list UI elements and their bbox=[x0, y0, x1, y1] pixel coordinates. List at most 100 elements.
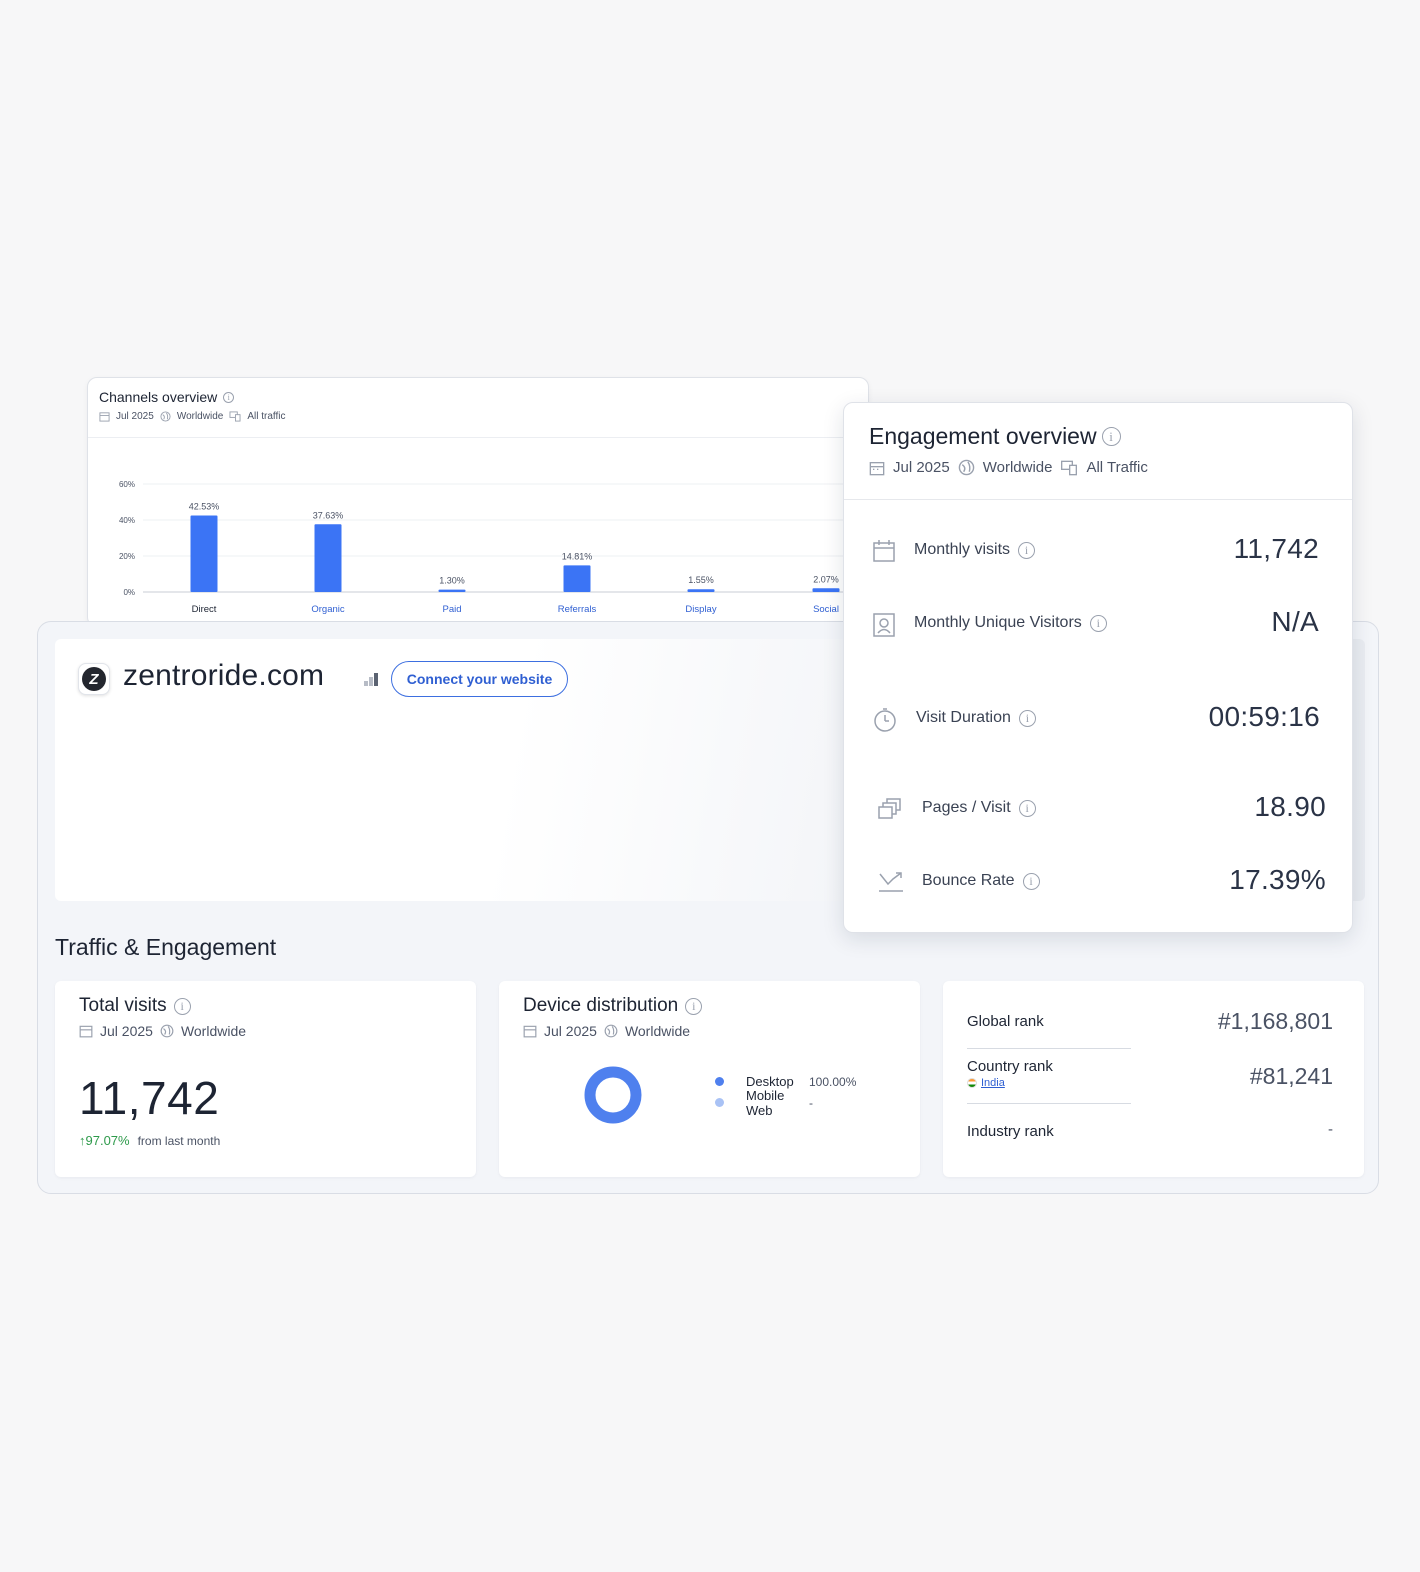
device-date: Jul 2025 bbox=[544, 1023, 597, 1039]
total-visits-title-row: Total visits i bbox=[79, 995, 452, 1017]
global-rank-label: Global rank bbox=[967, 1013, 1044, 1030]
metric-label: Bounce Rate bbox=[922, 872, 1015, 889]
metric-label-row: Monthly visits i bbox=[914, 541, 1036, 559]
legend-value: 100.00% bbox=[809, 1074, 857, 1089]
metric-visit-duration: Visit Duration i 00:59:16 bbox=[844, 699, 1354, 739]
connect-website-button[interactable]: Connect your website bbox=[391, 661, 568, 697]
info-icon[interactable]: i bbox=[1018, 541, 1036, 559]
device-meta: Jul 2025 Worldwide bbox=[523, 1023, 896, 1039]
category-label[interactable]: Organic bbox=[311, 604, 345, 615]
info-icon[interactable]: i bbox=[223, 391, 235, 403]
channels-meta: Jul 2025 Worldwide All traffic bbox=[99, 411, 857, 422]
channels-title: Channels overview bbox=[99, 389, 218, 405]
metric-value: 17.39% bbox=[1229, 864, 1326, 895]
donut-slice-desktop[interactable] bbox=[584, 1066, 642, 1124]
metric-label: Pages / Visit bbox=[922, 799, 1011, 816]
metric-value: 00:59:16 bbox=[1208, 701, 1320, 732]
site-logo: Z bbox=[78, 663, 110, 695]
engagement-header: Engagement overview i Jul 2025 Worldwide… bbox=[844, 403, 1352, 500]
total-visits-title: Total visits bbox=[79, 995, 167, 1016]
metric-unique-visitors: Monthly Unique Visitors i N/A bbox=[844, 604, 1354, 644]
legend-item: Desktop 100.00% bbox=[715, 1071, 856, 1092]
legend-dot bbox=[715, 1077, 724, 1086]
info-icon[interactable]: i bbox=[1018, 709, 1036, 727]
bar-value-label: 1.55% bbox=[688, 575, 714, 585]
category-label[interactable]: Social bbox=[813, 604, 839, 615]
metric-value: N/A bbox=[1271, 606, 1319, 637]
bounce-icon bbox=[879, 872, 903, 892]
site-logo-mark: Z bbox=[82, 667, 106, 691]
legend-item: Mobile Web - bbox=[715, 1088, 856, 1118]
channels-chart-svg: 0% 20% 40% 60% 42.53% Direct 37.63% Organic 1.30… bbox=[119, 480, 868, 615]
globe-icon bbox=[604, 1024, 618, 1038]
india-flag-icon bbox=[967, 1078, 977, 1088]
bar-value-label: 2.07% bbox=[813, 574, 839, 584]
category-label[interactable]: Paid bbox=[442, 604, 461, 615]
globe-icon bbox=[160, 1024, 174, 1038]
bar-value-label: 14.81% bbox=[562, 551, 593, 561]
divider bbox=[967, 1103, 1131, 1104]
bar-display[interactable] bbox=[687, 589, 715, 592]
engagement-title: Engagement overview bbox=[869, 423, 1097, 449]
total-visits-meta: Jul 2025 Worldwide bbox=[79, 1023, 452, 1039]
metric-label-row: Bounce Rate i bbox=[922, 872, 1040, 890]
metric-label-row: Visit Duration i bbox=[916, 709, 1036, 727]
devices-icon bbox=[229, 411, 241, 422]
device-title-row: Device distribution i bbox=[523, 995, 896, 1017]
info-icon[interactable]: i bbox=[1089, 614, 1107, 632]
industry-rank-value: - bbox=[1328, 1121, 1333, 1138]
channels-title-row: Channels overview i bbox=[99, 389, 857, 405]
info-icon[interactable]: i bbox=[1101, 427, 1121, 446]
total-visits-value: 11,742 bbox=[79, 1072, 220, 1124]
device-donut-chart bbox=[584, 1066, 642, 1124]
device-title: Device distribution bbox=[523, 995, 679, 1016]
device-region: Worldwide bbox=[624, 1023, 691, 1039]
growth-label: from last month bbox=[137, 1134, 221, 1148]
channels-region: Worldwide bbox=[176, 411, 224, 422]
bar-direct[interactable] bbox=[190, 515, 218, 592]
id-card-icon bbox=[873, 613, 895, 637]
bar-social[interactable] bbox=[812, 588, 840, 592]
total-visits-growth: ↑97.07% from last month bbox=[79, 1133, 452, 1148]
total-visits-card: Total visits i Jul 2025 Worldwide 11,742… bbox=[55, 981, 476, 1177]
info-icon[interactable]: i bbox=[173, 997, 191, 1015]
y-tick-label: 20% bbox=[119, 552, 135, 561]
total-visits-date: Jul 2025 bbox=[100, 1023, 153, 1039]
bar-paid[interactable] bbox=[438, 589, 466, 592]
bar-value-label: 1.30% bbox=[439, 576, 465, 586]
engagement-traffic: All Traffic bbox=[1086, 459, 1148, 476]
category-label[interactable]: Direct bbox=[192, 604, 217, 615]
channels-bar-chart: 0% 20% 40% 60% 42.53% Direct 37.63% Organic 1.30… bbox=[88, 439, 868, 626]
info-icon[interactable]: i bbox=[1018, 799, 1036, 817]
bar-referrals[interactable] bbox=[563, 565, 591, 592]
metric-label-row: Pages / Visit i bbox=[922, 799, 1036, 817]
metric-bounce-rate: Bounce Rate i 17.39% bbox=[844, 862, 1354, 902]
metric-value: 11,742 bbox=[1233, 533, 1319, 564]
info-icon[interactable]: i bbox=[685, 997, 703, 1015]
category-label[interactable]: Display bbox=[685, 604, 716, 615]
channels-overview-card: Channels overview i Jul 2025 Worldwide A… bbox=[87, 377, 869, 627]
metric-label: Monthly visits bbox=[914, 541, 1011, 558]
info-icon[interactable]: i bbox=[1022, 872, 1040, 890]
country-rank-block: Country rank India bbox=[967, 1058, 1131, 1089]
country-link[interactable]: India bbox=[981, 1077, 1005, 1089]
metric-pages-visit: Pages / Visit i 18.90 bbox=[844, 789, 1354, 829]
y-tick-label: 60% bbox=[119, 480, 135, 489]
engagement-title-row: Engagement overview i bbox=[869, 423, 1327, 450]
calendar-icon bbox=[79, 1025, 93, 1038]
device-distribution-card: Device distribution i Jul 2025 Worldwide… bbox=[499, 981, 920, 1177]
total-visits-region: Worldwide bbox=[180, 1023, 247, 1039]
country-rank-label: Country rank bbox=[967, 1058, 1053, 1075]
divider bbox=[967, 1048, 1131, 1049]
metric-label: Monthly Unique Visitors bbox=[914, 614, 1082, 631]
metric-monthly-visits: Monthly visits i 11,742 bbox=[844, 531, 1354, 571]
bar-organic[interactable] bbox=[314, 524, 342, 592]
engagement-date: Jul 2025 bbox=[893, 459, 950, 476]
stopwatch-icon bbox=[874, 708, 896, 732]
calendar-icon bbox=[869, 461, 885, 475]
y-tick-label: 0% bbox=[123, 588, 135, 597]
category-label[interactable]: Referrals bbox=[558, 604, 597, 615]
legend-name: Desktop bbox=[746, 1074, 794, 1089]
legend-dot bbox=[715, 1098, 724, 1107]
legend-name: Mobile Web bbox=[746, 1087, 785, 1118]
